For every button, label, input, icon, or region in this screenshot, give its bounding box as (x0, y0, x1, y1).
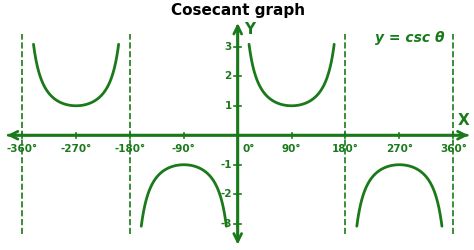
Text: -1: -1 (220, 160, 232, 170)
Text: -3: -3 (220, 219, 232, 229)
Text: 270°: 270° (386, 144, 413, 154)
Text: 2: 2 (225, 71, 232, 81)
Text: y = csc θ: y = csc θ (375, 31, 445, 45)
Text: X: X (458, 113, 469, 128)
Text: 90°: 90° (282, 144, 301, 154)
Text: 3: 3 (225, 42, 232, 52)
Text: -270°: -270° (60, 144, 91, 154)
Text: Y: Y (244, 22, 255, 37)
Text: 0°: 0° (243, 144, 255, 154)
Text: 180°: 180° (332, 144, 359, 154)
Text: -90°: -90° (172, 144, 196, 154)
Title: Cosecant graph: Cosecant graph (171, 3, 305, 18)
Text: 1: 1 (225, 101, 232, 111)
Text: -360°: -360° (7, 144, 38, 154)
Text: -2: -2 (220, 189, 232, 199)
Text: 360°: 360° (440, 144, 467, 154)
Text: -180°: -180° (114, 144, 146, 154)
